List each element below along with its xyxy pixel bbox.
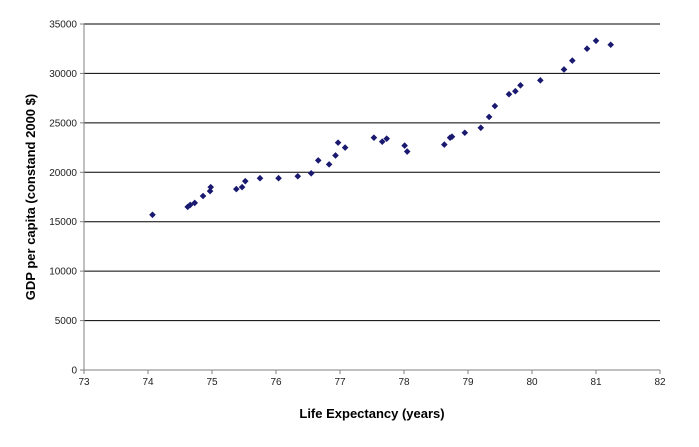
data-point	[583, 45, 591, 53]
data-point	[341, 144, 349, 151]
data-points	[149, 37, 615, 219]
x-tick-label: 75	[206, 377, 218, 388]
data-point	[325, 161, 333, 168]
x-axis-ticks: 73 74 75 76 77 78 79 80 81 82	[78, 370, 666, 388]
x-tick-label: 79	[462, 377, 474, 388]
x-tick-label: 76	[270, 377, 282, 388]
data-point	[233, 185, 240, 193]
x-tick-label: 81	[590, 377, 602, 388]
y-tick-label: 35000	[49, 20, 77, 31]
y-tick-label: 20000	[49, 168, 77, 179]
data-point	[370, 134, 378, 141]
x-tick-label: 78	[398, 377, 410, 388]
x-tick-label: 82	[654, 377, 666, 388]
y-tick-label: 10000	[49, 267, 77, 278]
data-point	[448, 133, 456, 140]
data-point	[569, 57, 576, 64]
data-point	[537, 77, 544, 84]
data-point	[238, 183, 246, 191]
data-point	[383, 135, 391, 142]
plot-area	[84, 24, 660, 370]
y-tick-label: 25000	[49, 118, 77, 129]
data-point	[206, 187, 214, 195]
data-point	[149, 211, 156, 219]
data-point	[307, 169, 315, 177]
y-axis-title: GDP per capita (constand 2000 $)	[23, 94, 38, 300]
x-axis-title: Life Expectancy (years)	[299, 406, 444, 421]
x-tick-label: 74	[142, 377, 154, 388]
y-tick-label: 5000	[55, 316, 78, 327]
x-tick-label: 77	[334, 377, 346, 388]
data-point	[334, 139, 342, 146]
data-point	[403, 148, 411, 155]
y-tick-label: 0	[71, 366, 77, 377]
data-point	[256, 174, 264, 182]
data-point	[332, 152, 339, 159]
data-point	[241, 177, 249, 185]
data-point	[441, 141, 448, 148]
data-point	[314, 157, 322, 164]
axes	[83, 24, 660, 371]
x-tick-label: 73	[78, 377, 90, 388]
data-point	[378, 138, 386, 145]
data-point	[512, 87, 519, 95]
plot-background	[84, 24, 660, 370]
data-point	[191, 199, 199, 207]
data-point	[491, 102, 499, 110]
data-point	[461, 129, 469, 137]
data-point	[275, 174, 282, 182]
data-point	[592, 37, 600, 45]
data-point	[505, 90, 513, 98]
data-point	[560, 66, 568, 73]
y-tick-label: 15000	[49, 217, 77, 228]
gridlines	[84, 23, 660, 322]
data-point	[401, 142, 408, 149]
y-axis-ticks: 0 5000 10000 15000 20000 25000 30000 35000	[49, 20, 84, 377]
data-point	[199, 192, 207, 200]
data-point	[477, 124, 485, 132]
data-point	[294, 172, 302, 180]
data-point	[607, 41, 615, 49]
y-tick-label: 30000	[49, 69, 77, 80]
data-point	[207, 183, 215, 191]
data-point	[517, 81, 524, 89]
x-tick-label: 80	[526, 377, 538, 388]
data-point	[485, 113, 493, 121]
